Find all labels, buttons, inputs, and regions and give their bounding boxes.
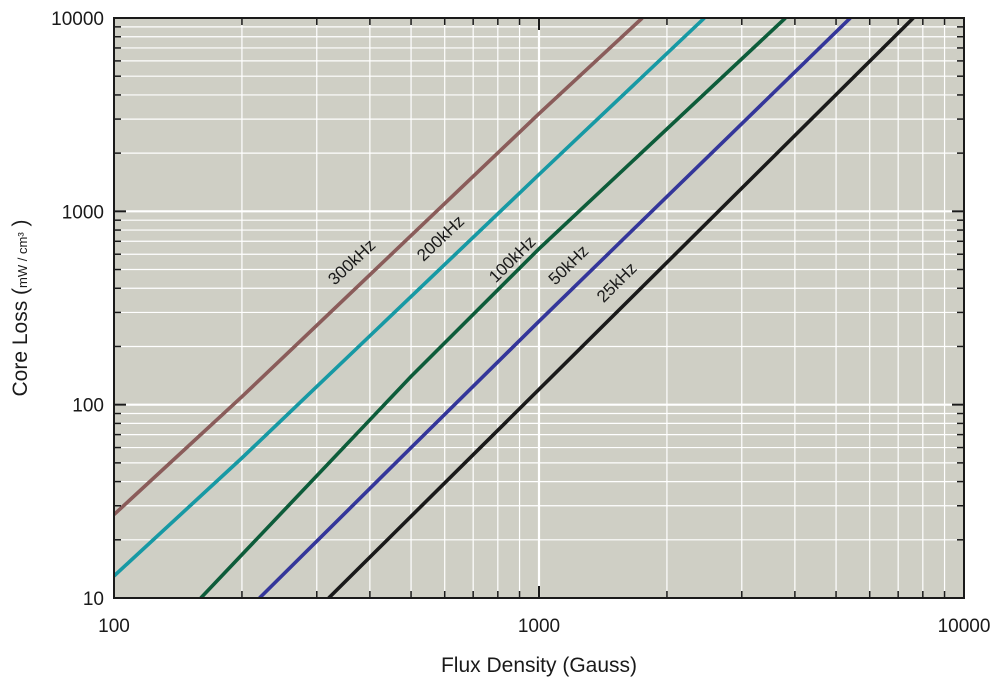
x-tick-label: 10000 bbox=[938, 616, 991, 637]
series-line-300kHz bbox=[114, 18, 644, 516]
x-axis-title: Flux Density (Gauss) bbox=[441, 654, 637, 677]
axis-ticks: 100 1000 10000 10 100 1000 10000 bbox=[51, 9, 990, 637]
series-line-25kHz bbox=[327, 18, 915, 598]
y-tick-label: 100 bbox=[72, 396, 104, 417]
grid-lines bbox=[114, 18, 964, 598]
x-tick-label: 100 bbox=[98, 616, 130, 637]
x-tick-label: 1000 bbox=[518, 616, 560, 637]
y-tick-label: 10 bbox=[83, 589, 104, 610]
y-tick-label: 10000 bbox=[51, 9, 104, 30]
series-line-50kHz bbox=[258, 18, 852, 598]
y-tick-label: 1000 bbox=[62, 202, 104, 223]
series-line-100kHz bbox=[199, 18, 787, 598]
y-axis-title-main: Core Loss ( bbox=[9, 288, 32, 397]
series-line-200kHz bbox=[114, 18, 706, 578]
series-layer bbox=[114, 18, 915, 598]
y-axis-title-close: ) bbox=[9, 220, 32, 233]
y-axis-title: Core Loss (mW / cm³ ) bbox=[9, 220, 32, 397]
y-axis-title-unit: mW / cm³ bbox=[15, 232, 30, 288]
